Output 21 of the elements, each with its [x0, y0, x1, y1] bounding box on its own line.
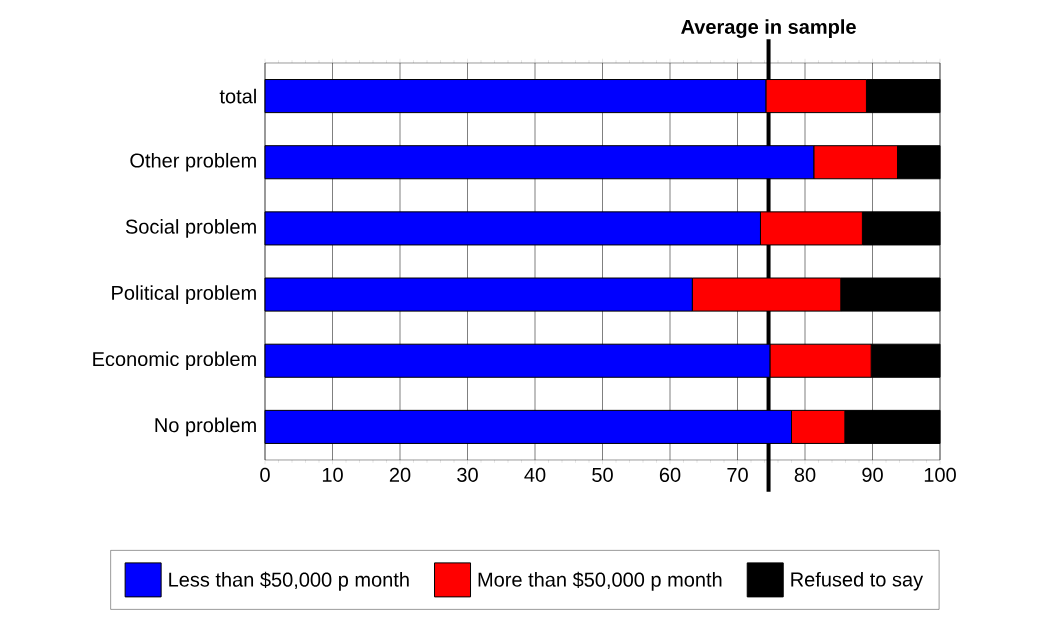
x-tick-label: 10: [322, 467, 343, 482]
y-tick-label: Other problem: [130, 152, 256, 172]
y-tick-label: No problem: [155, 417, 256, 437]
legend-label: Refused to say: [791, 571, 924, 591]
y-tick-label: total: [219, 88, 256, 104]
x-tick-label: 40: [524, 467, 546, 482]
ref-line-label: Average in sample: [681, 19, 856, 38]
x-tick-label: 90: [862, 467, 883, 482]
x-tick-label: 70: [727, 467, 748, 482]
legend-label: Less than $50,000 p month: [169, 571, 409, 591]
x-tick-label: 20: [389, 467, 411, 482]
legend-label: More than $50,000 p month: [478, 571, 722, 591]
x-tick-label: 80: [794, 467, 816, 482]
y-tick-label: Political problem: [112, 285, 256, 304]
x-tick-label: 30: [457, 467, 478, 482]
x-tick-label: 100: [924, 467, 956, 482]
x-tick-label: 60: [659, 467, 681, 482]
y-tick-label: Economic problem: [93, 351, 256, 371]
x-tick-label: 50: [592, 467, 613, 482]
y-tick-label: Social problem: [125, 219, 256, 238]
x-tick-label: 0: [260, 467, 270, 482]
